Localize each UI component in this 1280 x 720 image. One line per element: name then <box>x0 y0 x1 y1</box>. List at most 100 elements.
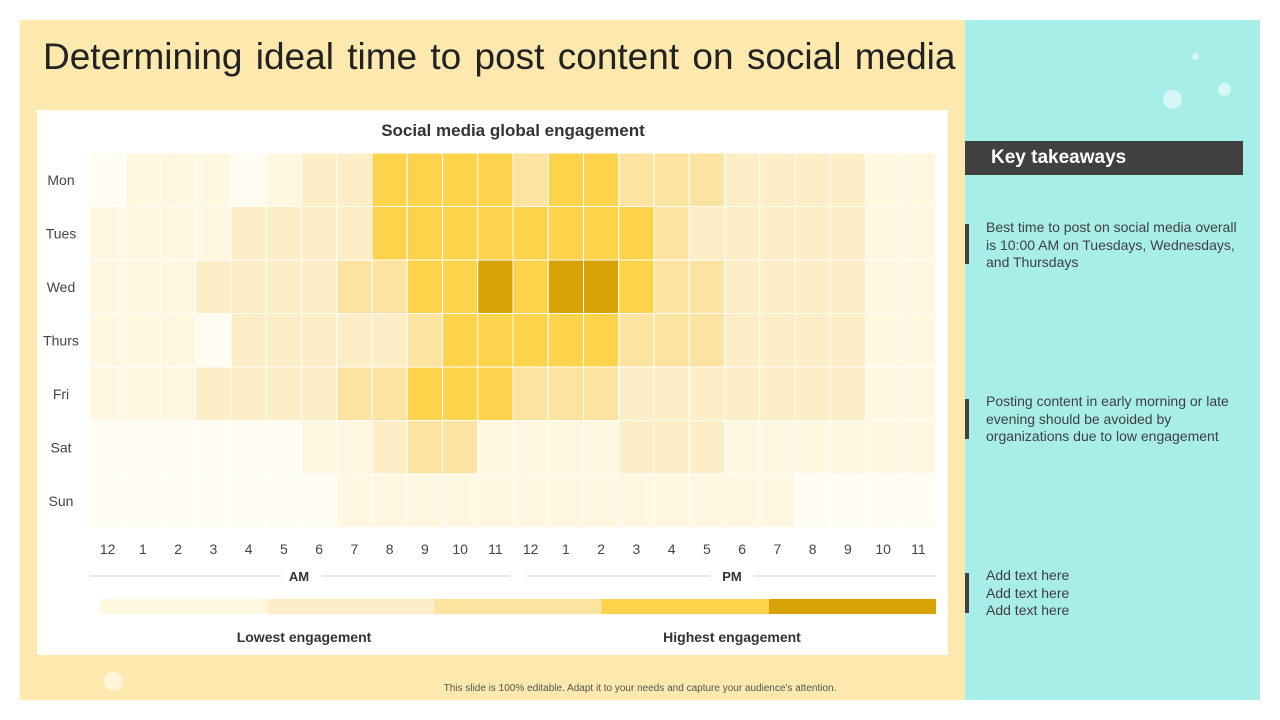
heatmap-cell <box>512 152 549 207</box>
heatmap-cell <box>865 420 902 475</box>
heatmap-cell <box>265 259 302 314</box>
heatmap-cell <box>406 259 443 314</box>
legend-swatch <box>434 599 602 614</box>
heatmap-cell <box>547 259 584 314</box>
heatmap-cell <box>547 420 584 475</box>
heatmap-cell <box>89 366 126 421</box>
heatmap-cell <box>547 313 584 368</box>
heatmap-cell <box>794 259 831 314</box>
heatmap-cell <box>759 206 796 261</box>
heatmap-cell <box>618 152 655 207</box>
heatmap-cell <box>865 152 902 207</box>
column-label: 12 <box>100 541 116 557</box>
heatmap-cell <box>336 366 373 421</box>
heatmap-cell <box>195 206 232 261</box>
column-label: 11 <box>911 541 926 557</box>
heatmap-cell <box>124 420 161 475</box>
column-label: 9 <box>844 541 852 557</box>
heatmap-cell <box>618 366 655 421</box>
heatmap-cell <box>900 366 937 421</box>
heatmap-cell <box>301 420 338 475</box>
heatmap-cell <box>547 473 584 528</box>
heatmap-cell <box>900 473 937 528</box>
heatmap-cell <box>794 152 831 207</box>
heatmap-cell <box>195 420 232 475</box>
heatmap-cell <box>688 366 725 421</box>
heatmap-cell <box>865 473 902 528</box>
heatmap-cell <box>124 366 161 421</box>
heatmap-cell <box>336 473 373 528</box>
heatmap-cell <box>724 473 761 528</box>
heatmap-cell <box>371 206 408 261</box>
heatmap-cell <box>759 313 796 368</box>
heatmap-cell <box>688 206 725 261</box>
heatmap-cell <box>794 313 831 368</box>
key-takeaways-header: Key takeaways <box>965 141 1243 175</box>
heatmap-cell <box>688 152 725 207</box>
heatmap-cell <box>583 259 620 314</box>
heatmap-cell <box>512 206 549 261</box>
heatmap-cell <box>124 152 161 207</box>
heatmap-cell <box>618 259 655 314</box>
row-label: Mon <box>47 172 74 188</box>
heatmap-cell <box>336 152 373 207</box>
slide-title: Determining ideal time to post content o… <box>43 36 956 77</box>
heatmap-cell <box>89 152 126 207</box>
heatmap-cell <box>442 206 479 261</box>
heatmap-cell <box>89 259 126 314</box>
heatmap-cell <box>301 473 338 528</box>
heatmap-cell <box>336 206 373 261</box>
placeholder-line: Add text here <box>986 567 1070 583</box>
heatmap-cell <box>230 206 267 261</box>
heatmap-cell <box>160 206 197 261</box>
legend-min-label: Lowest engagement <box>237 629 372 645</box>
column-labels: 12 1 2 3 4 5 6 7 8 9 10 11 12 1 2 3 4 5 6 7 8 9 10 11 <box>100 541 926 557</box>
heatmap-cell <box>618 473 655 528</box>
column-label: 7 <box>773 541 781 557</box>
heatmap-cell <box>547 206 584 261</box>
heatmap-cell <box>371 152 408 207</box>
heatmap-cell <box>865 206 902 261</box>
heatmap-cell <box>230 259 267 314</box>
heatmap-cell <box>512 313 549 368</box>
column-label: 1 <box>562 541 570 557</box>
heatmap-cell <box>759 420 796 475</box>
column-label: 10 <box>875 541 891 557</box>
heatmap-cell <box>829 366 866 421</box>
heatmap-cell <box>89 420 126 475</box>
heatmap-cell <box>583 206 620 261</box>
heatmap-cell <box>618 313 655 368</box>
heatmap-cell <box>195 152 232 207</box>
heatmap-cell <box>583 313 620 368</box>
heatmap-cell <box>477 152 514 207</box>
heatmap-cell <box>688 259 725 314</box>
heatmap-cell <box>265 366 302 421</box>
heatmap-cell <box>688 420 725 475</box>
takeaway-placeholder: Add text here Add text here Add text her… <box>986 567 1248 620</box>
heatmap-cell <box>265 420 302 475</box>
heatmap-cell <box>371 313 408 368</box>
heatmap-chart: Social media global engagement Mon Tues We… <box>43 121 937 645</box>
column-label: 7 <box>350 541 358 557</box>
heatmap-cell <box>406 152 443 207</box>
column-label: 3 <box>632 541 640 557</box>
takeaway-text: Best time to post on social media overal… <box>986 219 1237 270</box>
heatmap-cell <box>724 420 761 475</box>
row-label: Wed <box>47 279 76 295</box>
heatmap-cell <box>547 366 584 421</box>
heatmap-cell <box>653 473 690 528</box>
right-panel <box>965 20 1260 700</box>
legend-swatch <box>267 599 435 614</box>
heatmap-cell <box>89 473 126 528</box>
heatmap-cell <box>618 206 655 261</box>
heatmap-cell <box>195 313 232 368</box>
heatmap-cell <box>477 420 514 475</box>
heatmap-cell <box>477 206 514 261</box>
heatmap-cell <box>477 259 514 314</box>
heatmap-cell <box>301 366 338 421</box>
row-label: Tues <box>46 225 77 241</box>
heatmap-cell <box>653 366 690 421</box>
row-label: Thurs <box>43 332 79 348</box>
heatmap-cell <box>759 152 796 207</box>
placeholder-line: Add text here <box>986 584 1070 601</box>
